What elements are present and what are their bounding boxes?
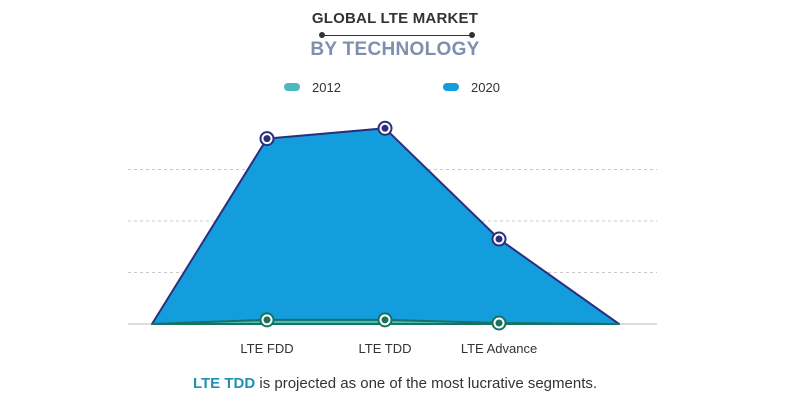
chart-caption: LTE TDD is projected as one of the most … [0, 375, 790, 392]
series-area-2020 [151, 127, 620, 325]
title-divider-dot-left [319, 32, 325, 38]
legend-swatch-2012 [284, 83, 300, 91]
title-divider [322, 35, 472, 36]
data-point-core [263, 135, 271, 143]
legend-item-2012: 2012 [284, 79, 341, 95]
x-tick-label-lte-tdd: LTE TDD [359, 341, 412, 356]
legend-swatch-2020 [443, 83, 459, 91]
legend-item-2020: 2020 [443, 79, 500, 95]
title-divider-dot-right [469, 32, 475, 38]
caption-text: is projected as one of the most lucrativ… [255, 375, 598, 392]
data-point-core [495, 319, 503, 327]
x-tick-label-lte-advance: LTE Advance [461, 341, 537, 356]
x-tick-label-lte-fdd: LTE FDD [240, 341, 293, 356]
data-point-core [263, 316, 271, 324]
legend-label-2012: 2012 [312, 79, 341, 95]
data-point-core [381, 316, 389, 324]
chart-subtitle: BY TECHNOLOGY [310, 39, 480, 60]
caption-highlight: LTE TDD [192, 375, 256, 392]
chart-title: GLOBAL LTE MARKET [311, 10, 479, 27]
data-point-core [495, 235, 503, 243]
legend-label-2020: 2020 [471, 79, 500, 95]
data-point-core [381, 124, 389, 132]
